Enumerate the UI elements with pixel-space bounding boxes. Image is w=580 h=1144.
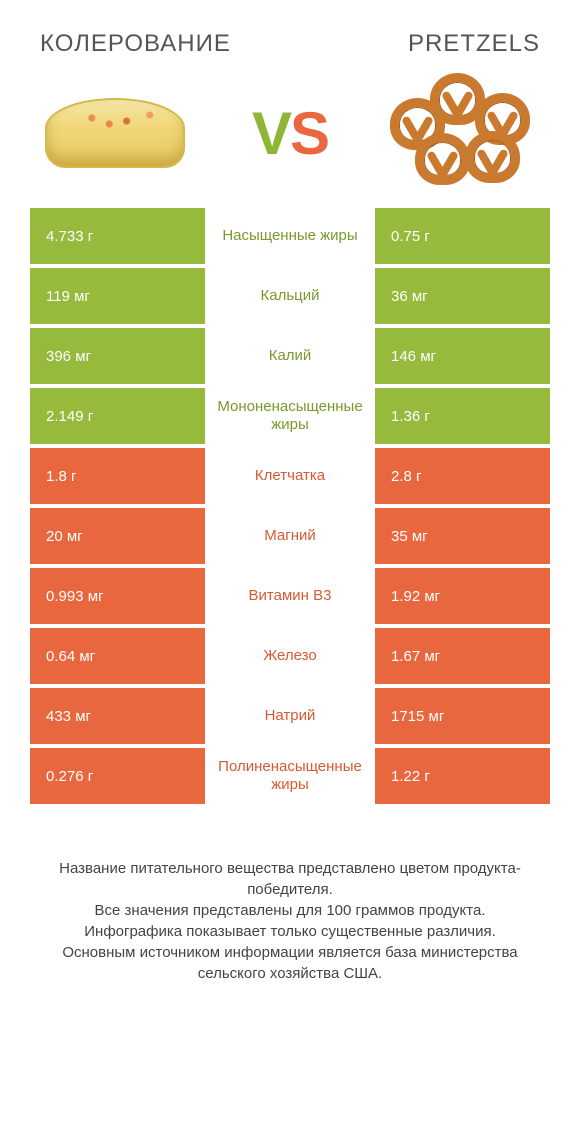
left-value-cell: 0.64 мг (30, 628, 205, 684)
table-row: 0.64 мгЖелезо1.67 мг (30, 628, 550, 684)
table-row: 4.733 гНасыщенные жиры0.75 г (30, 208, 550, 264)
right-food-image (390, 78, 540, 188)
nutrient-label: Кальций (205, 268, 375, 324)
left-value-cell: 4.733 г (30, 208, 205, 264)
table-row: 1.8 гКлетчатка2.8 г (30, 448, 550, 504)
left-value-cell: 2.149 г (30, 388, 205, 444)
dish-icon (45, 98, 185, 168)
right-value-cell: 2.8 г (375, 448, 550, 504)
right-value-cell: 35 мг (375, 508, 550, 564)
comparison-table: 4.733 гНасыщенные жиры0.75 г119 мгКальци… (0, 208, 580, 804)
right-value-cell: 1.67 мг (375, 628, 550, 684)
left-value-cell: 20 мг (30, 508, 205, 564)
table-row: 0.993 мгВитамин B31.92 мг (30, 568, 550, 624)
right-value-cell: 1.92 мг (375, 568, 550, 624)
footer-line: Название питательного вещества представл… (30, 858, 550, 900)
table-row: 2.149 гМононенасыщенные жиры1.36 г (30, 388, 550, 444)
nutrient-label: Мононенасыщенные жиры (205, 388, 375, 444)
vs-s: S (290, 100, 328, 167)
nutrient-label: Железо (205, 628, 375, 684)
nutrient-label: Насыщенные жиры (205, 208, 375, 264)
right-value-cell: 1.36 г (375, 388, 550, 444)
footer-line: Инфографика показывает только существенн… (30, 921, 550, 942)
vs-v: V (252, 100, 290, 167)
left-food-title: КОЛЕРОВАНИЕ (40, 30, 231, 58)
footer-line: Основным источником информации является … (30, 942, 550, 984)
header: КОЛЕРОВАНИЕ Pretzels (0, 0, 580, 68)
right-value-cell: 1.22 г (375, 748, 550, 804)
table-row: 0.276 гПолиненасыщенные жиры1.22 г (30, 748, 550, 804)
footer-line: Все значения представлены для 100 граммо… (30, 900, 550, 921)
right-value-cell: 1715 мг (375, 688, 550, 744)
nutrient-label: Полиненасыщенные жиры (205, 748, 375, 804)
left-value-cell: 0.993 мг (30, 568, 205, 624)
right-value-cell: 146 мг (375, 328, 550, 384)
table-row: 433 мгНатрий1715 мг (30, 688, 550, 744)
left-value-cell: 396 мг (30, 328, 205, 384)
footer-note: Название питательного вещества представл… (0, 808, 580, 984)
right-value-cell: 0.75 г (375, 208, 550, 264)
left-value-cell: 433 мг (30, 688, 205, 744)
vs-label: VS (252, 99, 328, 168)
table-row: 20 мгМагний35 мг (30, 508, 550, 564)
right-value-cell: 36 мг (375, 268, 550, 324)
right-food-title: Pretzels (408, 30, 540, 58)
left-food-image (40, 78, 190, 188)
nutrient-label: Натрий (205, 688, 375, 744)
left-value-cell: 0.276 г (30, 748, 205, 804)
nutrient-label: Магний (205, 508, 375, 564)
table-row: 119 мгКальций36 мг (30, 268, 550, 324)
left-value-cell: 1.8 г (30, 448, 205, 504)
nutrient-label: Калий (205, 328, 375, 384)
images-row: VS (0, 68, 580, 208)
table-row: 396 мгКалий146 мг (30, 328, 550, 384)
left-value-cell: 119 мг (30, 268, 205, 324)
pretzels-icon (390, 73, 540, 193)
nutrient-label: Витамин B3 (205, 568, 375, 624)
nutrient-label: Клетчатка (205, 448, 375, 504)
